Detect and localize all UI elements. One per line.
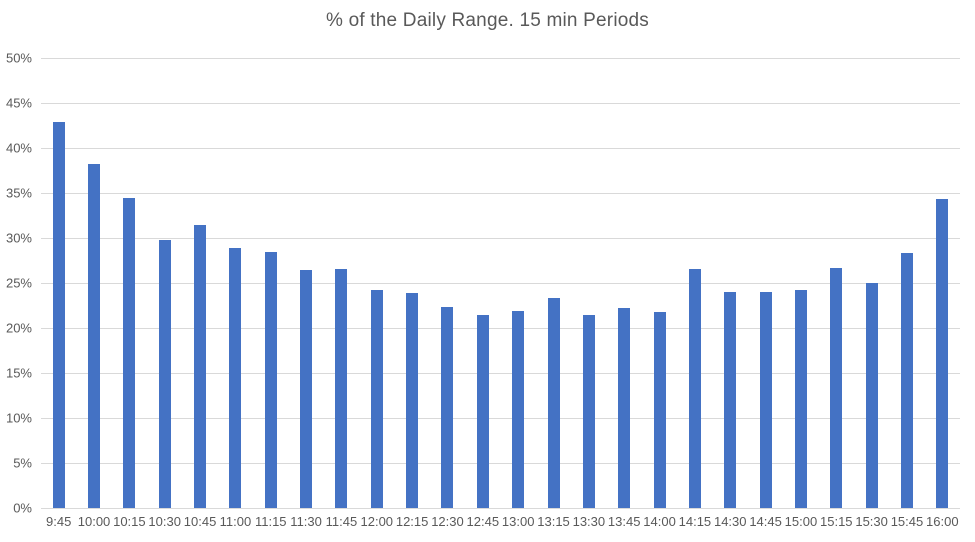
y-tick-label: 30%	[5, 230, 32, 246]
x-tick-label: 10:30	[148, 514, 181, 529]
gridline	[41, 237, 960, 239]
y-tick-label: 20%	[5, 320, 32, 336]
x-tick-label: 13:00	[501, 514, 535, 529]
x-tick-label: 11:30	[290, 514, 322, 529]
gridline	[41, 372, 960, 374]
x-tick-label: 14:00	[643, 514, 676, 529]
bar-13:45	[618, 308, 631, 508]
x-tick-label: 13:45	[607, 514, 641, 529]
gridline	[41, 417, 960, 419]
bar-15:00	[794, 290, 807, 508]
gridline	[41, 327, 960, 329]
x-tick-label: 11:00	[219, 514, 252, 529]
bar-15:45	[900, 253, 913, 508]
bar-13:00	[512, 310, 525, 508]
x-tick-label: 10:45	[183, 514, 217, 529]
bar-14:30	[724, 292, 737, 508]
gridline	[41, 192, 960, 194]
bar-11:15	[264, 251, 277, 508]
gridline	[41, 462, 960, 464]
y-tick-label: 15%	[5, 365, 32, 381]
bar-11:30	[300, 270, 313, 508]
x-tick-label: 12:00	[360, 514, 394, 529]
x-tick-label: 14:15	[678, 514, 712, 529]
x-tick-label: 10:00	[77, 514, 111, 529]
bar-12:30	[441, 307, 454, 508]
x-tick-label: 13:30	[572, 514, 606, 529]
bar-14:15	[688, 268, 701, 508]
y-tick-label: 25%	[5, 275, 32, 291]
bar-12:45	[476, 315, 489, 508]
x-tick-label: 16:00	[926, 514, 959, 529]
y-tick-label: 40%	[5, 140, 32, 156]
x-tick-label: 9:45	[46, 514, 72, 529]
x-tick-label: 12:45	[466, 514, 500, 529]
y-tick-label: 45%	[5, 95, 32, 111]
x-tick-label: 10:15	[113, 514, 146, 529]
x-tick-label: 12:30	[431, 514, 464, 529]
x-tick-label: 11:15	[254, 514, 287, 529]
bar-12:00	[370, 290, 383, 508]
y-tick-label: 5%	[13, 455, 32, 471]
gridline	[41, 282, 960, 284]
bar-11:00	[229, 247, 242, 508]
gridline	[41, 57, 960, 59]
x-tick-label: 12:15	[395, 514, 429, 529]
y-tick-label: 35%	[5, 185, 32, 201]
x-tick-label: 15:30	[855, 514, 888, 529]
bar-14:45	[759, 292, 772, 508]
plot-area: 9:45 10:00 10:15 10:30 10:45 11:00 11:15 11:30 1…	[41, 57, 960, 529]
bar-11:45	[335, 268, 348, 508]
gridline	[41, 507, 960, 509]
bar-9:45	[52, 121, 65, 508]
x-tick-label: 15:15	[820, 514, 853, 529]
x-tick-label: 13:15	[537, 514, 570, 529]
y-tick-label: 50%	[5, 50, 32, 66]
bar-15:15	[830, 267, 843, 508]
y-tick-label: 0%	[13, 500, 32, 516]
gridline	[41, 102, 960, 104]
x-tick-label: 15:00	[784, 514, 818, 529]
bar-10:30	[158, 239, 171, 508]
chart-title: % of the Daily Range. 15 min Periods	[326, 10, 649, 31]
bar-10:45	[194, 224, 207, 508]
x-tick-label: 14:30	[713, 514, 747, 529]
bar-12:15	[406, 292, 419, 508]
gridline	[41, 147, 960, 149]
y-tick-label: 10%	[5, 410, 32, 426]
bar-10:15	[123, 197, 136, 508]
x-tick-label: 14:45	[749, 514, 782, 529]
bar-15:30	[865, 283, 878, 508]
x-tick-label: 15:45	[890, 514, 924, 529]
bar-10:00	[88, 164, 101, 508]
x-tick-label: 11:45	[325, 514, 358, 529]
y-axis-labels: 0% 5% 10% 15% 20% 25% 30% 35% 40% 45% 50%	[0, 51, 32, 516]
bar-13:15	[547, 298, 560, 508]
bar-14:00	[653, 311, 666, 508]
bar-16:00	[936, 199, 949, 508]
bar-13:30	[582, 315, 595, 508]
